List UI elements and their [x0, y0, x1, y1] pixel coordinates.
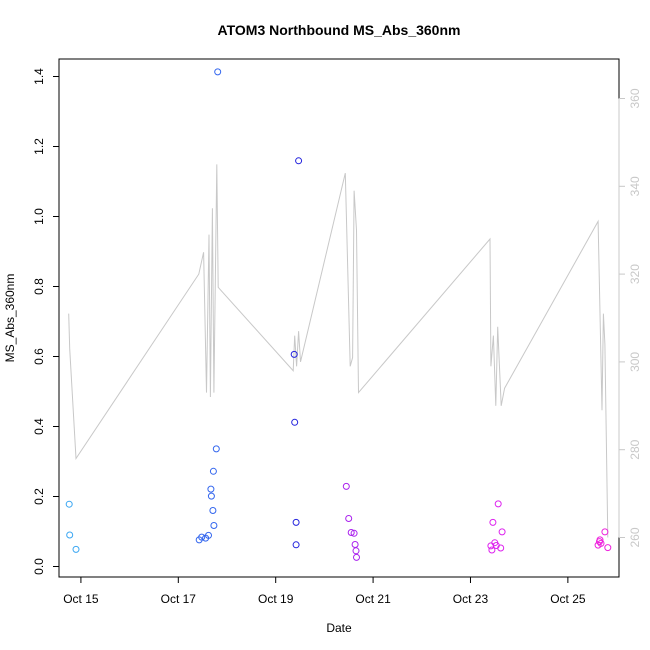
data-point	[604, 544, 612, 552]
y-axis-label: MS_Abs_360nm	[3, 274, 17, 363]
data-point	[209, 507, 217, 514]
y-tick-label: 1.4	[32, 68, 46, 85]
data-point	[210, 522, 218, 529]
secondary-series	[68, 164, 609, 538]
chart-title: ATOM3 Northbound MS_Abs_360nm	[218, 22, 461, 38]
data-point	[292, 541, 300, 549]
y-tick-label: 1.2	[32, 138, 46, 155]
y-axis: 0.0 0.2 0.4 0.6 0.8 1.0 1.2 1.4	[32, 68, 60, 575]
data-point	[345, 515, 353, 522]
data-point	[205, 531, 212, 539]
x-tick-label: Oct 23	[453, 592, 489, 606]
y2-tick-label: 260	[628, 527, 642, 547]
data-point	[212, 445, 220, 453]
y-tick-label: 0.2	[32, 488, 46, 505]
data-point	[350, 529, 358, 537]
data-point	[596, 536, 604, 544]
data-point	[498, 528, 506, 536]
data-point	[601, 528, 609, 536]
data-point	[209, 467, 217, 475]
x-axis: Oct 15 Oct 17 Oct 19 Oct 21 Oct 23 Oct 25	[63, 576, 586, 606]
y-tick-label: 1.0	[32, 208, 46, 225]
data-point	[65, 500, 73, 508]
data-point	[489, 518, 497, 526]
data-point	[66, 531, 74, 539]
data-point	[597, 539, 605, 547]
y2-tick-label: 360	[628, 88, 642, 108]
data-point	[494, 500, 502, 508]
y2-tick-label: 280	[628, 439, 642, 459]
x-axis-label: Date	[326, 621, 352, 635]
data-point	[291, 418, 299, 426]
y2-tick-label: 300	[628, 352, 642, 372]
y-tick-label: 0.6	[32, 348, 46, 365]
y-tick-label: 0.4	[32, 418, 46, 435]
x-tick-label: Oct 15	[63, 592, 99, 606]
data-point	[347, 529, 355, 536]
x-tick-label: Oct 17	[161, 592, 197, 606]
x-tick-label: Oct 25	[550, 592, 586, 606]
data-point	[214, 68, 222, 76]
secondary-line	[68, 164, 609, 538]
y2-tick-label: 320	[628, 264, 642, 284]
x-tick-label: Oct 21	[355, 592, 391, 606]
data-point	[72, 545, 80, 553]
data-point	[488, 546, 496, 554]
data-point	[342, 482, 350, 490]
data-point	[353, 553, 360, 561]
data-points	[65, 68, 612, 561]
y-tick-label: 0.0	[32, 558, 46, 575]
x-tick-label: Oct 19	[258, 592, 294, 606]
y2-tick-label: 340	[628, 176, 642, 196]
data-point	[198, 533, 206, 541]
data-point	[497, 544, 505, 552]
y2-axis: 260 280 300 320 340 360	[618, 88, 642, 548]
y-tick-label: 0.8	[32, 278, 46, 295]
data-point	[207, 485, 215, 493]
data-point	[295, 157, 303, 165]
data-point	[290, 350, 298, 358]
data-point	[207, 492, 215, 500]
data-point	[292, 518, 300, 526]
data-point	[352, 547, 360, 555]
